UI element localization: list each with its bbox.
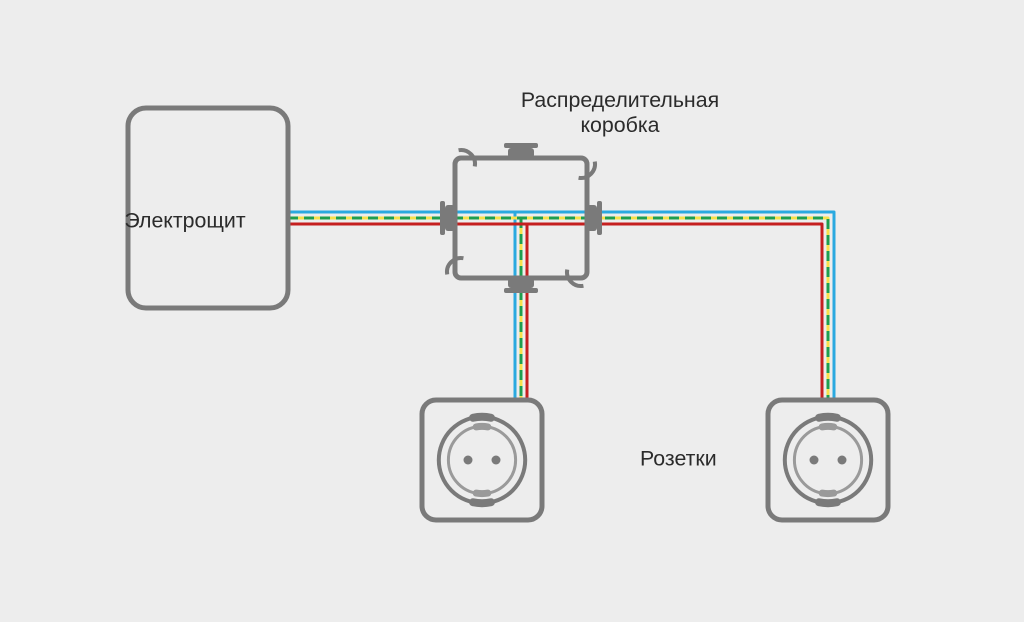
wiring-diagram: Электрощит Распределительная коробка Розет… bbox=[0, 0, 1024, 622]
cable-gland bbox=[508, 278, 534, 288]
wire-blue bbox=[557, 212, 834, 400]
socket-left bbox=[422, 400, 542, 520]
cable-gland bbox=[445, 205, 455, 231]
label-junction-box: Распределительная коробка bbox=[521, 88, 719, 138]
wire-ground-green bbox=[557, 218, 828, 400]
components-layer bbox=[128, 108, 888, 520]
label-electrical-panel: Электрощит bbox=[124, 209, 245, 234]
cable-gland bbox=[508, 148, 534, 158]
wires-layer bbox=[288, 212, 834, 400]
cable-gland bbox=[587, 205, 597, 231]
socket-right bbox=[768, 400, 888, 520]
wire-red bbox=[557, 224, 822, 400]
wire-ground-yellow bbox=[557, 218, 828, 400]
label-sockets: Розетки bbox=[640, 447, 717, 472]
